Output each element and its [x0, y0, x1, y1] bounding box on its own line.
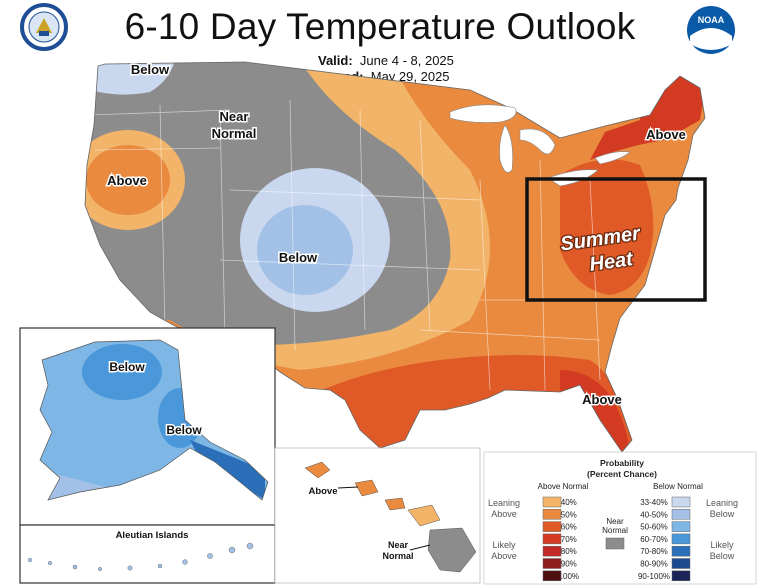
label-hawaii-above: Above	[308, 486, 337, 497]
hawaii-above-leader	[337, 486, 359, 489]
label-hawaii-near-line2: Normal	[382, 551, 413, 561]
label-alaska-below-north: Below	[109, 360, 145, 374]
legend-above-bin-label: 33-40%	[549, 498, 577, 507]
legend-above-bin-swatch	[542, 558, 562, 569]
label-near-normal-line2: Normal	[212, 126, 257, 141]
legend-below-bin-label: 50-60%	[640, 523, 668, 532]
legend-above-bin-swatch	[542, 496, 562, 508]
legend-above-bin-label: 50-60%	[549, 523, 577, 532]
legend-below-bin-swatch	[671, 533, 691, 545]
legend-below-bin-swatch	[671, 496, 691, 508]
legend-likely-below-1: Likely	[710, 540, 734, 550]
aleutian-inset-frame	[19, 524, 276, 584]
legend-below-bin-swatch	[671, 558, 691, 569]
legend: Probability (Percent Chance) Above Norma…	[483, 451, 757, 585]
legend-leaning-below-1: Leaning	[706, 498, 738, 508]
label-hawaii-near-line1: Near	[388, 540, 409, 550]
label-above-southeast: Above	[582, 392, 622, 407]
noaa-logo: NOAA	[687, 6, 735, 54]
legend-below-header: Below Normal	[653, 482, 703, 491]
alaska-outline	[39, 339, 269, 501]
label-near-normal-line1: Near	[220, 109, 249, 124]
legend-below-bin-label: 33-40%	[640, 498, 668, 507]
legend-above-bin-label: 40-50%	[549, 510, 577, 519]
valid-dates: Valid: June 4 - 8, 2025	[318, 53, 454, 68]
legend-above-bin-swatch	[542, 509, 562, 520]
commerce-seal-logo	[20, 3, 68, 51]
legend-title-line1: Probability	[600, 458, 644, 468]
legend-near-swatch	[605, 537, 625, 550]
legend-below-bin-label: 90-100%	[638, 572, 670, 581]
map-title: 6-10 Day Temperature Outlook	[124, 6, 636, 47]
legend-likely-above-2: Above	[491, 551, 517, 561]
legend-above-bin-label: 60-70%	[549, 535, 577, 544]
label-above-northeast: Above	[646, 127, 686, 142]
legend-below-bin-label: 70-80%	[640, 547, 668, 556]
label-above-west: Above	[107, 173, 147, 188]
valid-dates-value: June 4 - 8, 2025	[359, 53, 454, 68]
legend-likely-below-2: Below	[710, 551, 735, 561]
legend-leaning-below-2: Below	[710, 509, 735, 519]
label-below-rockies: Below	[279, 250, 318, 265]
hawaii-islands	[304, 461, 477, 573]
legend-below-bin-label: 40-50%	[640, 510, 668, 519]
legend-below-bin-swatch	[671, 509, 691, 520]
legend-leaning-above-1: Leaning	[488, 498, 520, 508]
legend-above-bins: 33-40% 40-50% 50-60% 60-70% 70-80% 80-90% 90-1…	[542, 496, 579, 582]
legend-title-line2: (Percent Chance)	[587, 469, 657, 479]
legend-frame	[483, 451, 757, 585]
legend-near-line2: Normal	[602, 526, 628, 535]
legend-below-bin-swatch	[671, 570, 691, 582]
legend-above-bin-swatch	[542, 533, 562, 545]
label-aleutian-islands: Aleutian Islands	[116, 530, 189, 541]
summer-heat-box	[525, 177, 707, 302]
legend-below-bin-swatch	[671, 545, 691, 557]
legend-below-bins: 33-40% 40-50% 50-60% 60-70% 70-80% 80-90% 90-1…	[638, 496, 691, 582]
label-alaska-below-east: Below	[166, 423, 202, 437]
legend-above-bin-label: 80-90%	[549, 560, 577, 569]
legend-leaning-above-2: Above	[491, 509, 517, 519]
legend-above-bin-label: 70-80%	[549, 547, 577, 556]
label-below-northwest: Below	[131, 62, 170, 77]
hawaii-near-leader	[409, 544, 431, 551]
legend-below-bin-swatch	[671, 521, 691, 532]
legend-above-bin-swatch	[542, 521, 562, 532]
legend-likely-above-1: Likely	[492, 540, 516, 550]
aleutian-islands-shapes	[28, 542, 254, 572]
legend-above-bin-swatch	[542, 570, 562, 582]
legend-below-bin-label: 60-70%	[640, 535, 668, 544]
noaa-logo-text: NOAA	[698, 15, 725, 25]
legend-above-bin-swatch	[542, 545, 562, 557]
great-lakes	[449, 104, 631, 187]
legend-above-bin-label: 90-100%	[547, 572, 579, 581]
legend-above-header: Above Normal	[538, 482, 589, 491]
legend-near-line1: Near	[606, 517, 624, 526]
legend-below-bin-label: 80-90%	[640, 560, 668, 569]
